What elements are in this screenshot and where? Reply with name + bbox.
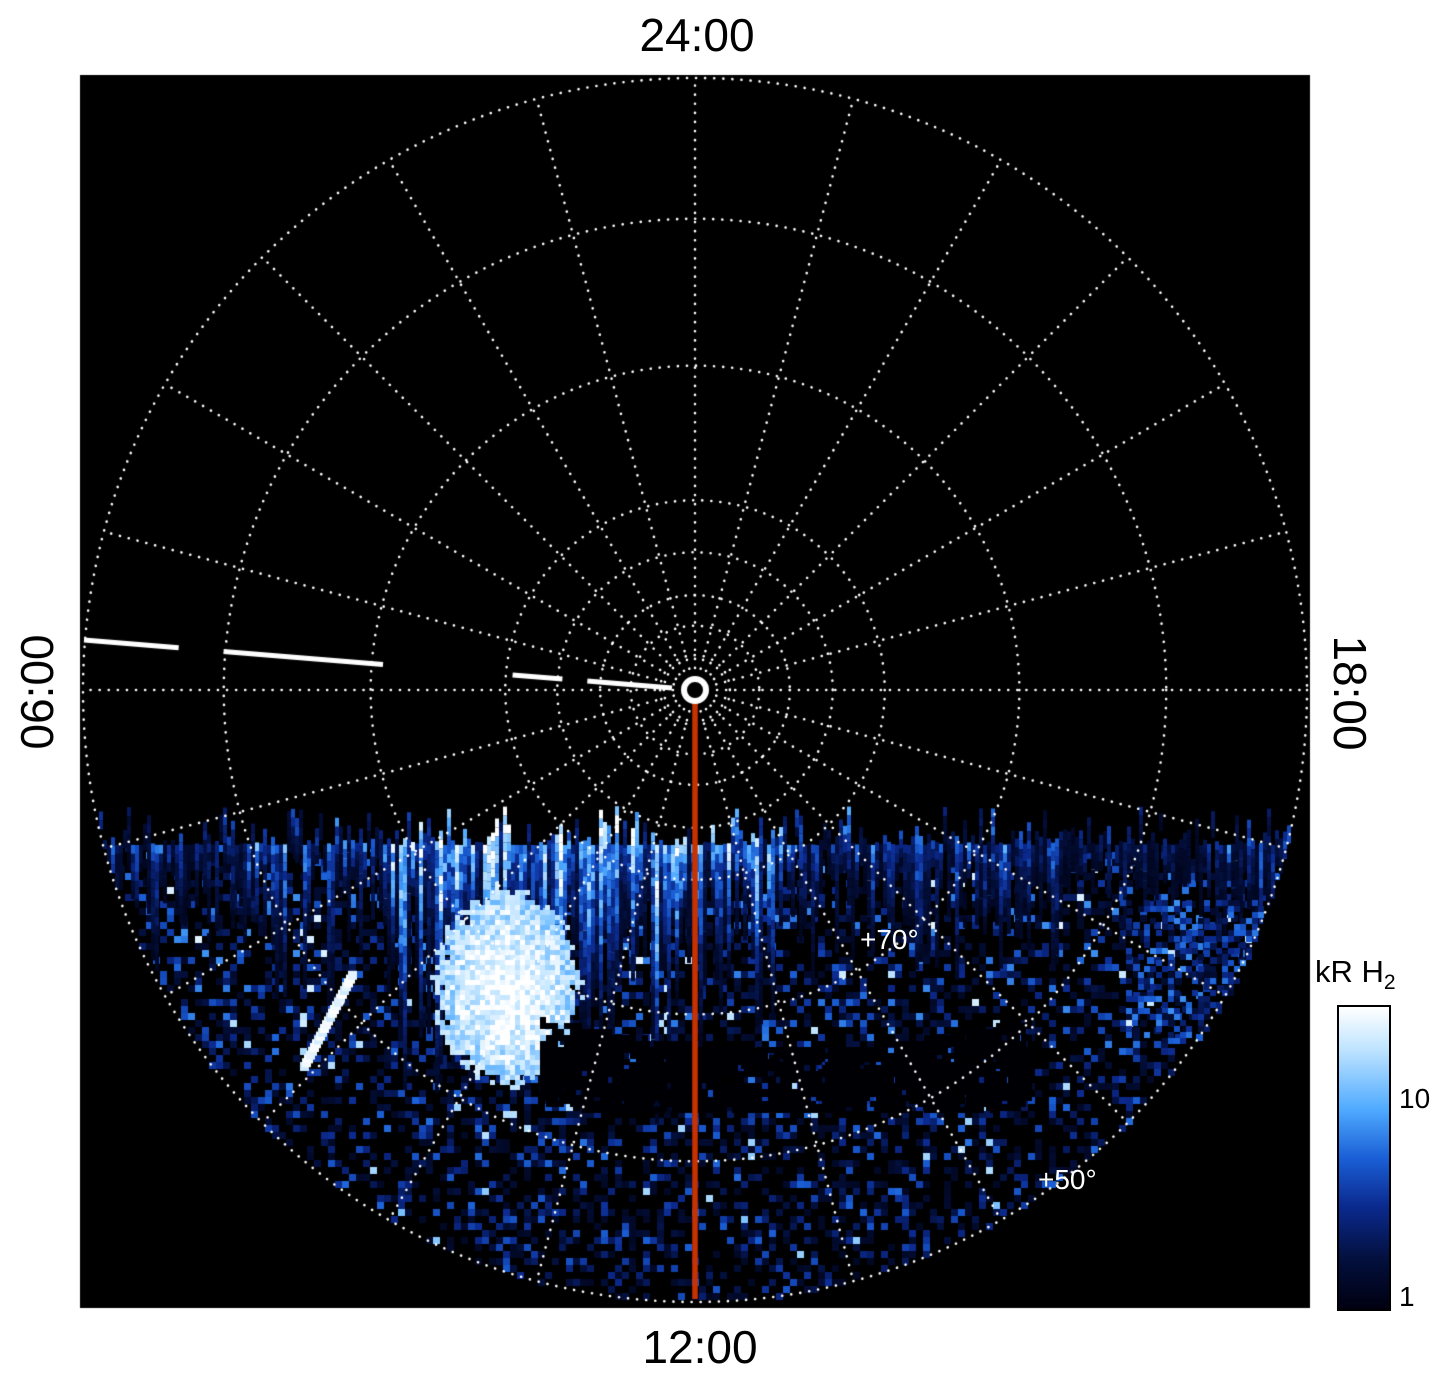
colorbar-title-sub: 2	[1383, 971, 1396, 995]
colorbar	[1337, 1005, 1391, 1311]
latitude-label-50: +50°	[1038, 1164, 1097, 1195]
colorbar-gradient	[1339, 1007, 1389, 1309]
local-time-label-dusk: 18:00	[1324, 635, 1376, 751]
colorbar-tick-1: 1	[1399, 1281, 1415, 1312]
local-time-label-noon: 12:00	[642, 1321, 758, 1373]
local-time-label-dawn: 06:00	[11, 634, 63, 750]
latitude-label-70: +70°	[860, 924, 919, 955]
colorbar-title: kR H2	[1315, 954, 1396, 995]
local-time-label-midnight: 24:00	[639, 9, 755, 61]
colorbar-title-main: kR H	[1315, 954, 1384, 989]
colorbar-tick-10: 10	[1399, 1083, 1431, 1114]
